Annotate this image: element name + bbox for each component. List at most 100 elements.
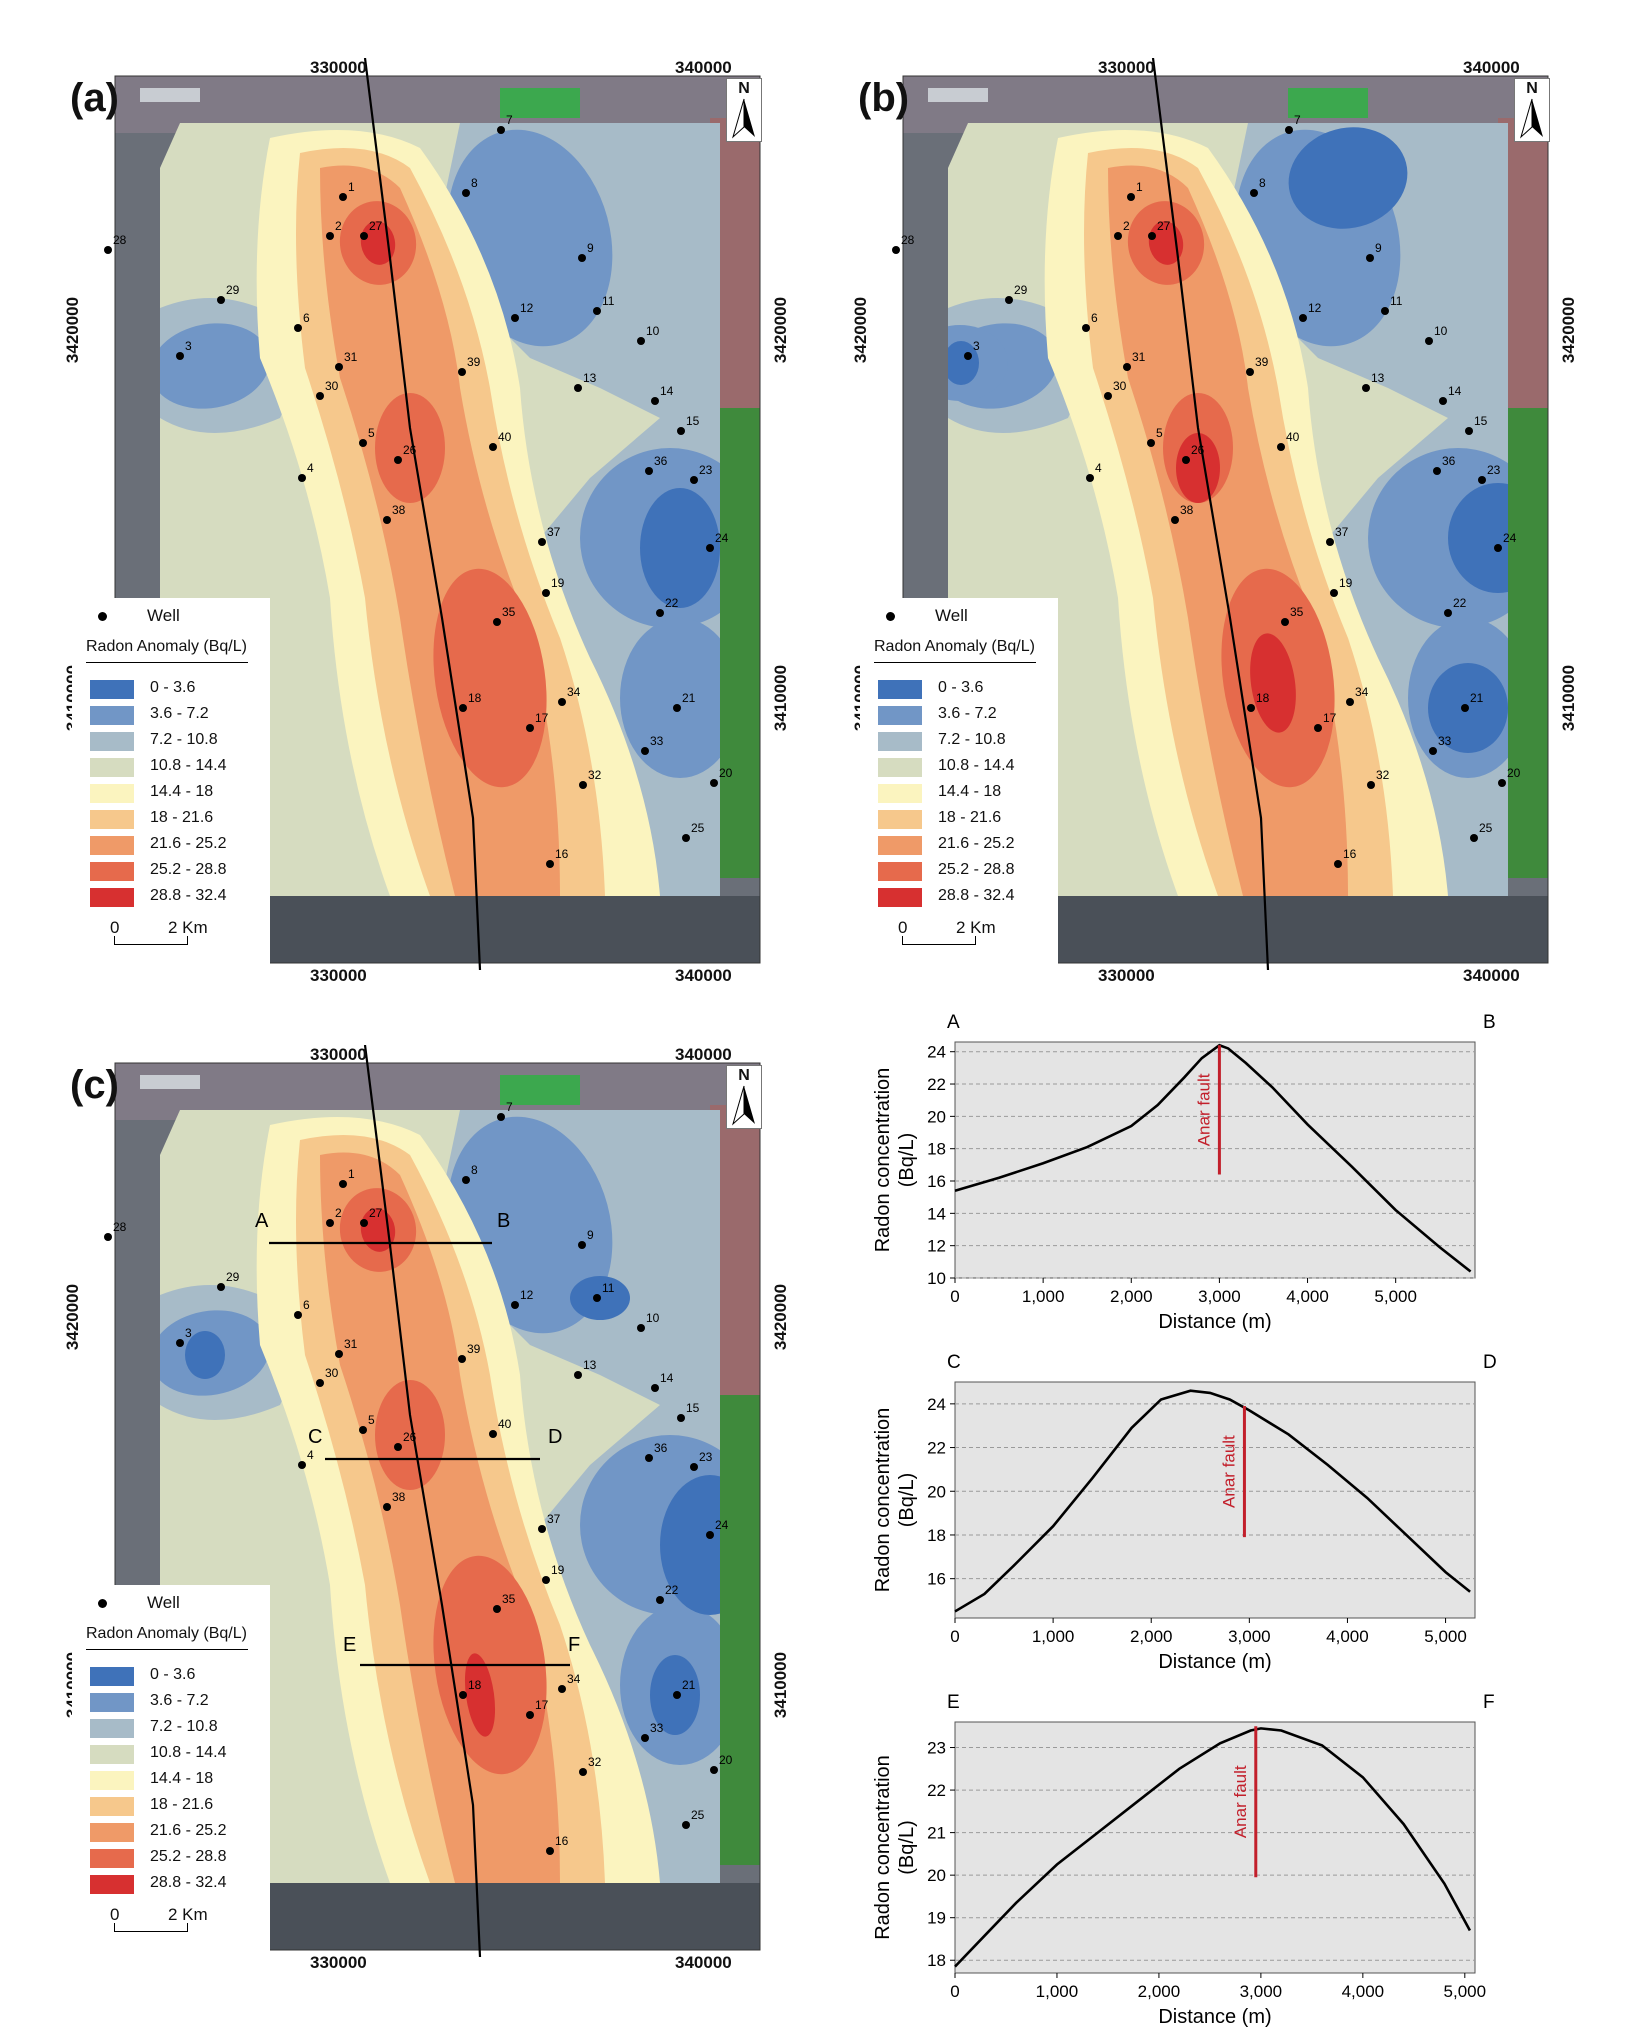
class-28.8-32.4-south (1250, 633, 1296, 733)
x-tick-label: 4,000 (1286, 1287, 1329, 1306)
well-8 (462, 189, 470, 197)
well-label-27: 27 (1157, 219, 1171, 233)
legend-item-label: 25.2 - 28.8 (150, 1848, 227, 1865)
legend-swatch (878, 706, 922, 725)
y-axis-unit-label: (Bq/L) (896, 1473, 918, 1527)
x-tick-top-330000: 330000 (310, 1045, 367, 1064)
well-label-9: 9 (587, 241, 594, 255)
legend-swatch (878, 862, 922, 881)
well-16 (546, 1847, 554, 1855)
profile-label-f: F (568, 1634, 580, 1656)
scale-start: 0 (110, 1905, 120, 1924)
x-tick-bottom-330000: 330000 (310, 966, 367, 985)
well-label-36: 36 (654, 454, 668, 468)
well-17 (526, 724, 534, 732)
well-label-31: 31 (1132, 350, 1146, 364)
well-11 (593, 307, 601, 315)
well-24 (706, 544, 714, 552)
map-frame (114, 75, 761, 964)
well-33 (641, 1734, 649, 1742)
well-37 (538, 538, 546, 546)
well-label-9: 9 (587, 1228, 594, 1242)
well-label-2: 2 (1123, 219, 1130, 233)
well-label-34: 34 (1355, 685, 1369, 699)
well-label-7: 7 (1294, 113, 1301, 127)
north-label: N (738, 1067, 750, 1084)
well-label-38: 38 (1180, 503, 1194, 517)
legend-well-row: Well (98, 606, 180, 626)
well-label-21: 21 (682, 691, 696, 705)
well-19 (1330, 589, 1338, 597)
y-tick-left-3420000: 3420000 (63, 296, 83, 364)
map-panel-c: A B C D E F 1 2 3 4 5 6 7 8 9 10 11 12 13 14 15 16 17 18 19 20 21 2… (60, 1045, 790, 1972)
well-label-24: 24 (715, 1518, 729, 1532)
well-32 (579, 1768, 587, 1776)
well-label-13: 13 (583, 1358, 597, 1372)
class-25.2-28.8-central (375, 393, 445, 503)
x-axis-label: Distance (m) (1158, 2006, 1271, 2028)
well-2 (326, 1219, 334, 1227)
north-arrow: N (1514, 78, 1550, 142)
legend-title: Radon Anomaly (Bq/L) (874, 638, 1035, 655)
well-17 (1314, 724, 1322, 732)
legend-box: Well Radon Anomaly (Bq/L) 0 - 3.6 3.6 - 7.2… (72, 1585, 270, 1955)
well-label-21: 21 (1470, 691, 1484, 705)
well-label-24: 24 (715, 531, 729, 545)
legend-swatch (90, 1771, 134, 1790)
class-0-3.6-east (660, 1475, 720, 1615)
north-arrow: N (726, 1065, 762, 1129)
legend-swatch (878, 810, 922, 829)
well-37 (538, 1525, 546, 1533)
well-label-26: 26 (403, 1430, 417, 1444)
class-0-3.6-east (640, 488, 720, 608)
legend-well-icon (98, 1599, 107, 1609)
well-label-14: 14 (660, 1371, 674, 1385)
legend-swatch (90, 680, 134, 699)
legend-well-label: Well (147, 1593, 180, 1612)
well-9 (578, 1241, 586, 1249)
well-label-40: 40 (1286, 430, 1300, 444)
well-10 (637, 337, 645, 345)
well-label-4: 4 (1095, 461, 1102, 475)
well-13 (1362, 384, 1370, 392)
well-35 (493, 1605, 501, 1613)
legend-item-label: 28.8 - 32.4 (938, 887, 1015, 904)
well-label-21: 21 (682, 1678, 696, 1692)
well-4 (1086, 474, 1094, 482)
well-5 (359, 1426, 367, 1434)
well-label-37: 37 (1335, 525, 1349, 539)
legend-item-label: 25.2 - 28.8 (150, 861, 227, 878)
well-30 (316, 1379, 324, 1387)
well-label-33: 33 (1438, 734, 1452, 748)
well-label-19: 19 (551, 1563, 565, 1577)
scale-end: 2 Km (168, 1905, 208, 1924)
well-40 (489, 443, 497, 451)
well-38 (383, 1503, 391, 1511)
profile-chart-ab-plot: 10 12 14 16 18 20 22 24 0 1,000 2,000 3,000 4,000 5,0… (872, 1012, 1496, 1333)
x-tick-label: 0 (950, 1627, 959, 1646)
well-36 (645, 1454, 653, 1462)
well-label-10: 10 (1434, 324, 1448, 338)
well-25 (1470, 834, 1478, 842)
plot-area (954, 1381, 1476, 1619)
legend-item-label: 18 - 21.6 (150, 1796, 214, 1813)
legend-item-label: 21.6 - 25.2 (150, 1822, 227, 1839)
north-label: N (738, 80, 750, 97)
well-label-18: 18 (468, 691, 482, 705)
well-label-30: 30 (1113, 379, 1127, 393)
well-7 (1285, 126, 1293, 134)
x-tick-label: 1,000 (1022, 1287, 1065, 1306)
map-panel-a: 1 2 3 4 5 6 7 8 9 10 11 12 13 14 15 16 17 18 19 20 21 22 23 24 2… (60, 58, 790, 985)
radon-contours (160, 1110, 720, 1883)
legend-swatch (90, 862, 134, 881)
legend-swatch (90, 1667, 134, 1686)
y-tick-label: 12 (927, 1237, 946, 1256)
well-18 (1247, 704, 1255, 712)
legend-item-label: 3.6 - 7.2 (938, 705, 997, 722)
profile-label-b: B (497, 1210, 510, 1232)
wells-layer: 1234567891011121314151617181920212223242… (892, 113, 1521, 868)
vegetation-patch (1288, 88, 1368, 118)
well-23 (1478, 476, 1486, 484)
legend-item-label: 0 - 3.6 (150, 1666, 196, 1683)
well-6 (1082, 324, 1090, 332)
